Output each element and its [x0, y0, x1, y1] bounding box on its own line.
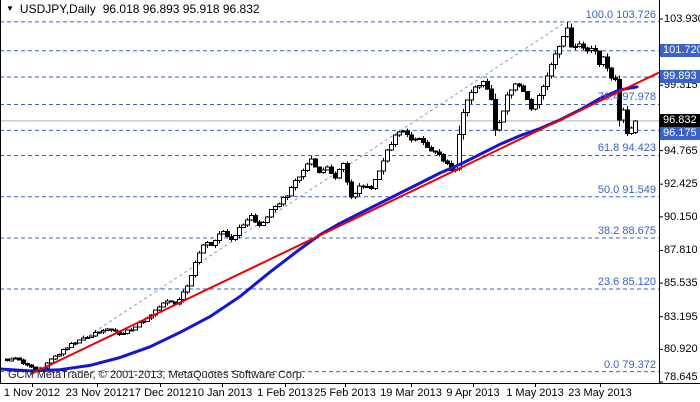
trendline[interactable]	[30, 71, 660, 375]
date-tick-label: 9 Apr 2013	[446, 387, 500, 399]
fib-level-label: 100.0 103.726	[585, 8, 656, 21]
fib-level-label: 23.6 85.120	[597, 276, 656, 289]
price-tick-label: 80.920	[664, 343, 698, 356]
date-tick-label: 19 Mar 2013	[380, 387, 442, 399]
date-tick-label: 1 Nov 2012	[3, 387, 61, 399]
fib-diagonal-line[interactable]	[33, 21, 567, 372]
hline-price-badge: 96.175	[660, 127, 700, 141]
date-tick-label: 1 May 2013	[506, 387, 564, 399]
ohlc-values: 96.018 96.893 95.918 96.832	[102, 2, 260, 16]
date-tick-label: 1 Feb 2013	[257, 387, 313, 399]
price-tick-label: 94.765	[664, 144, 698, 157]
date-tick-label: 17 Dec 2012	[128, 387, 192, 399]
fib-level-label: 38.2 88.675	[597, 225, 656, 237]
hline-price-badge: 101.720	[660, 44, 700, 58]
fib-level-label: 61.8 94.423	[597, 142, 656, 155]
date-tick-label: 10 Jan 2013	[191, 387, 253, 399]
price-tick-label: 90.150	[664, 210, 698, 223]
fib-level-label: 76.4 97.978	[597, 91, 656, 104]
date-tick-label: 25 Feb 2013	[314, 387, 376, 399]
fib-level-label: 0.0 79.372	[604, 358, 656, 371]
collapse-ohlc-icon[interactable]: ▼	[6, 4, 14, 13]
price-tick-label: 85.535	[664, 277, 698, 290]
chart-title: ▼ USDJPY,Daily 96.018 96.893 95.918 96.832	[6, 2, 260, 16]
bid-price-badge: 96.832	[660, 114, 700, 128]
date-tick-label: 23 Nov 2012	[65, 387, 129, 399]
price-tick-label: 83.195	[664, 310, 698, 323]
symbol-period-label: USDJPY,Daily	[19, 2, 96, 16]
date-tick-label: 23 May 2013	[568, 387, 632, 399]
price-tick-label: 92.425	[664, 178, 698, 191]
fib-level-label: 50.0 91.549	[597, 183, 656, 196]
price-tick-label: 87.810	[664, 244, 698, 257]
hline-price-badge: 99.893	[660, 70, 700, 84]
price-tick-label: 78.645	[664, 371, 698, 383]
copyright-watermark: GCM MetaTrader, © 2001-2013, MetaQuotes …	[8, 369, 305, 381]
price-tick-label: 103.930	[664, 13, 700, 25]
